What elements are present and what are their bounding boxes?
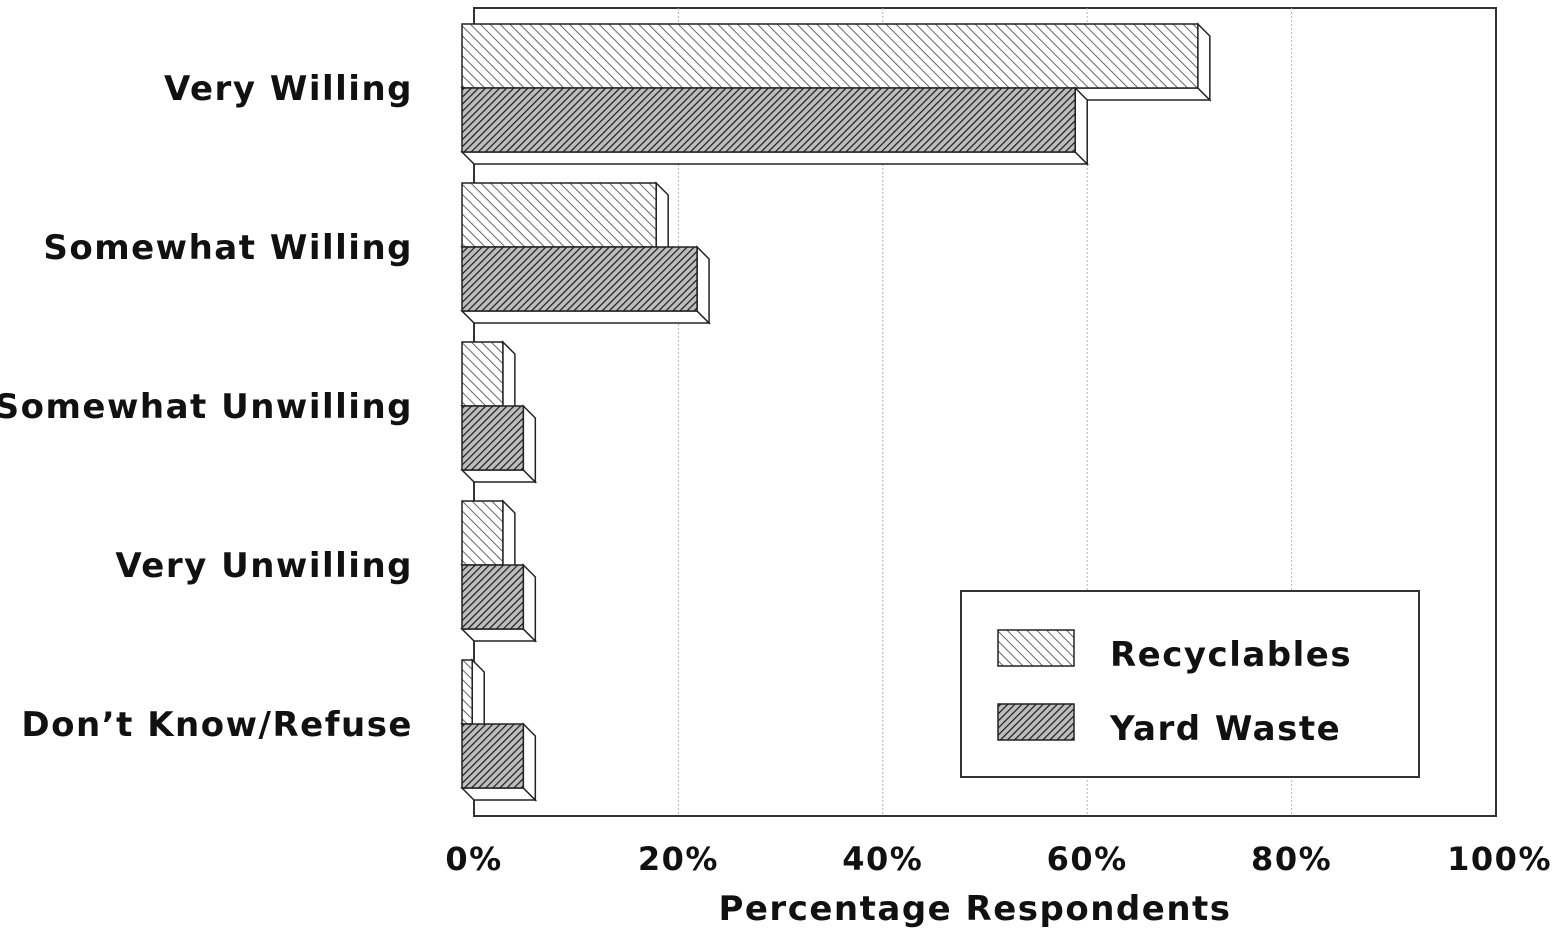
bar-yard-waste-very-unwilling — [460, 563, 538, 643]
x-tick-60: 60% — [1047, 840, 1128, 878]
bar-yard-waste-somewhat-unwilling — [460, 404, 538, 484]
x-tick-0: 0% — [445, 840, 502, 878]
legend: Recyclables Yard Waste — [960, 590, 1420, 778]
category-label-don-t-know-refuse: Don’t Know/Refuse — [21, 705, 413, 745]
x-tick-labels: 0% 20% 40% 60% 80% 100% — [445, 840, 1552, 878]
x-axis-label: Percentage Respondents — [718, 889, 1231, 929]
bar-yard-waste-somewhat-willing — [460, 245, 711, 325]
legend-box — [960, 590, 1420, 778]
bars — [460, 22, 1212, 802]
legend-label-yard-waste: Yard Waste — [1109, 709, 1341, 749]
x-tick-40: 40% — [842, 840, 923, 878]
bar-yard-waste-very-willing — [460, 86, 1090, 166]
legend-swatch-yard-waste — [997, 703, 1075, 741]
legend-swatch-recyclables — [997, 629, 1075, 667]
category-labels: Very Willing Somewhat Willing Somewhat Unw… — [0, 69, 413, 745]
category-label-somewhat-unwilling: Somewhat Unwilling — [0, 387, 413, 427]
legend-label-recyclables: Recyclables — [1110, 635, 1352, 675]
category-label-somewhat-willing: Somewhat Willing — [43, 228, 413, 268]
x-tick-80: 80% — [1251, 840, 1332, 878]
x-tick-20: 20% — [638, 840, 719, 878]
category-label-very-unwilling: Very Unwilling — [115, 546, 413, 586]
category-label-very-willing: Very Willing — [164, 69, 413, 109]
x-tick-100: 100% — [1447, 840, 1552, 878]
bar-yard-waste-don-t-know-refuse — [460, 722, 538, 802]
